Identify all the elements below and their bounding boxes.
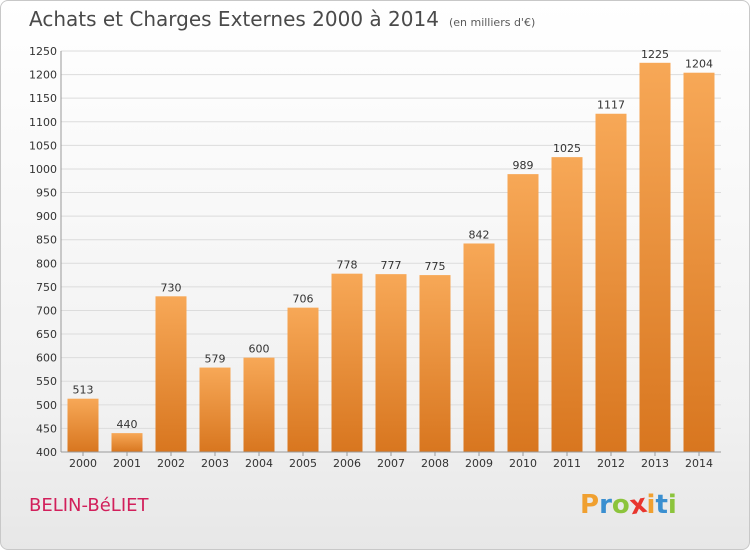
y-tick-label: 400 <box>36 446 57 459</box>
logo-letter: o <box>611 490 630 520</box>
value-label: 706 <box>293 293 314 306</box>
x-tick-label: 2009 <box>465 457 493 470</box>
x-axis-ticks: 2000 2001 2002 2003 2004 2005 2006 2007 2008 2009… <box>69 452 713 470</box>
y-tick-label: 1150 <box>29 92 57 105</box>
x-tick-label: 2001 <box>113 457 141 470</box>
value-labels: 513 440 730 579 600 706 778 777 775 842 989 1025 111… <box>73 48 714 431</box>
bars <box>67 62 715 453</box>
y-tick-label: 800 <box>36 257 57 270</box>
bar-2007 <box>375 274 407 452</box>
x-tick-label: 2002 <box>157 457 185 470</box>
x-tick-label: 2004 <box>245 457 273 470</box>
bar-2001 <box>111 433 143 452</box>
value-label: 989 <box>513 159 534 172</box>
x-tick-label: 2000 <box>69 457 97 470</box>
town-name: BELIN-BéLIET <box>29 495 149 516</box>
x-tick-label: 2011 <box>553 457 581 470</box>
y-axis-ticks: 400 450 500 550 600 650 700 750 800 850 900 950 1000… <box>29 45 57 459</box>
bar-2011 <box>551 157 583 452</box>
x-tick-label: 2003 <box>201 457 229 470</box>
y-tick-label: 700 <box>36 304 57 317</box>
chart-title: Achats et Charges Externes 2000 à 2014 (e… <box>29 7 535 31</box>
bar-2014 <box>683 72 715 453</box>
chart-unit: (en milliers d'€) <box>448 16 536 29</box>
value-label: 1117 <box>597 99 625 112</box>
logo-letter: r <box>599 490 612 520</box>
x-tick-label: 2007 <box>377 457 405 470</box>
value-label: 1204 <box>685 58 713 71</box>
value-label: 778 <box>337 259 358 272</box>
bar-2013 <box>639 62 671 452</box>
bar-2010 <box>507 174 539 452</box>
value-label: 777 <box>381 259 402 272</box>
x-tick-label: 2014 <box>685 457 713 470</box>
y-tick-label: 1200 <box>29 69 57 82</box>
y-tick-label: 950 <box>36 187 57 200</box>
x-tick-label: 2010 <box>509 457 537 470</box>
x-tick-label: 2013 <box>641 457 669 470</box>
y-tick-label: 650 <box>36 328 57 341</box>
value-label: 1225 <box>641 48 669 61</box>
y-tick-label: 450 <box>36 422 57 435</box>
y-tick-label: 900 <box>36 210 57 223</box>
value-label: 730 <box>161 281 182 294</box>
value-label: 842 <box>469 228 490 241</box>
bar-2004 <box>243 357 275 452</box>
y-tick-label: 1100 <box>29 116 57 129</box>
y-tick-label: 550 <box>36 375 57 388</box>
x-tick-label: 2005 <box>289 457 317 470</box>
y-tick-label: 600 <box>36 352 57 365</box>
y-tick-label: 1000 <box>29 163 57 176</box>
value-label: 440 <box>117 418 138 431</box>
y-tick-label: 750 <box>36 281 57 294</box>
bar-2012 <box>595 113 627 453</box>
logo-letter: P <box>580 490 600 520</box>
bar-2009 <box>463 243 495 452</box>
value-label: 513 <box>73 384 94 397</box>
x-tick-label: 2008 <box>421 457 449 470</box>
proxiti-logo: Proxiti <box>580 489 677 521</box>
y-tick-label: 850 <box>36 234 57 247</box>
y-tick-label: 500 <box>36 399 57 412</box>
value-label: 579 <box>205 353 226 366</box>
chart-title-text: Achats et Charges Externes 2000 à 2014 <box>29 7 439 31</box>
bar-2005 <box>287 307 319 452</box>
value-label: 775 <box>425 260 446 273</box>
logo-letter: i <box>667 490 677 520</box>
x-tick-label: 2012 <box>597 457 625 470</box>
y-tick-label: 1250 <box>29 45 57 58</box>
bar-2000 <box>67 398 99 452</box>
value-label: 600 <box>249 343 270 356</box>
logo-letter: i <box>646 490 656 520</box>
logo-letter: t <box>655 490 668 520</box>
y-tick-label: 1050 <box>29 139 57 152</box>
bar-2008 <box>419 275 451 452</box>
x-tick-label: 2006 <box>333 457 361 470</box>
bar-2002 <box>155 296 187 452</box>
bar-2006 <box>331 273 363 452</box>
value-label: 1025 <box>553 142 581 155</box>
bar-2003 <box>199 367 231 452</box>
